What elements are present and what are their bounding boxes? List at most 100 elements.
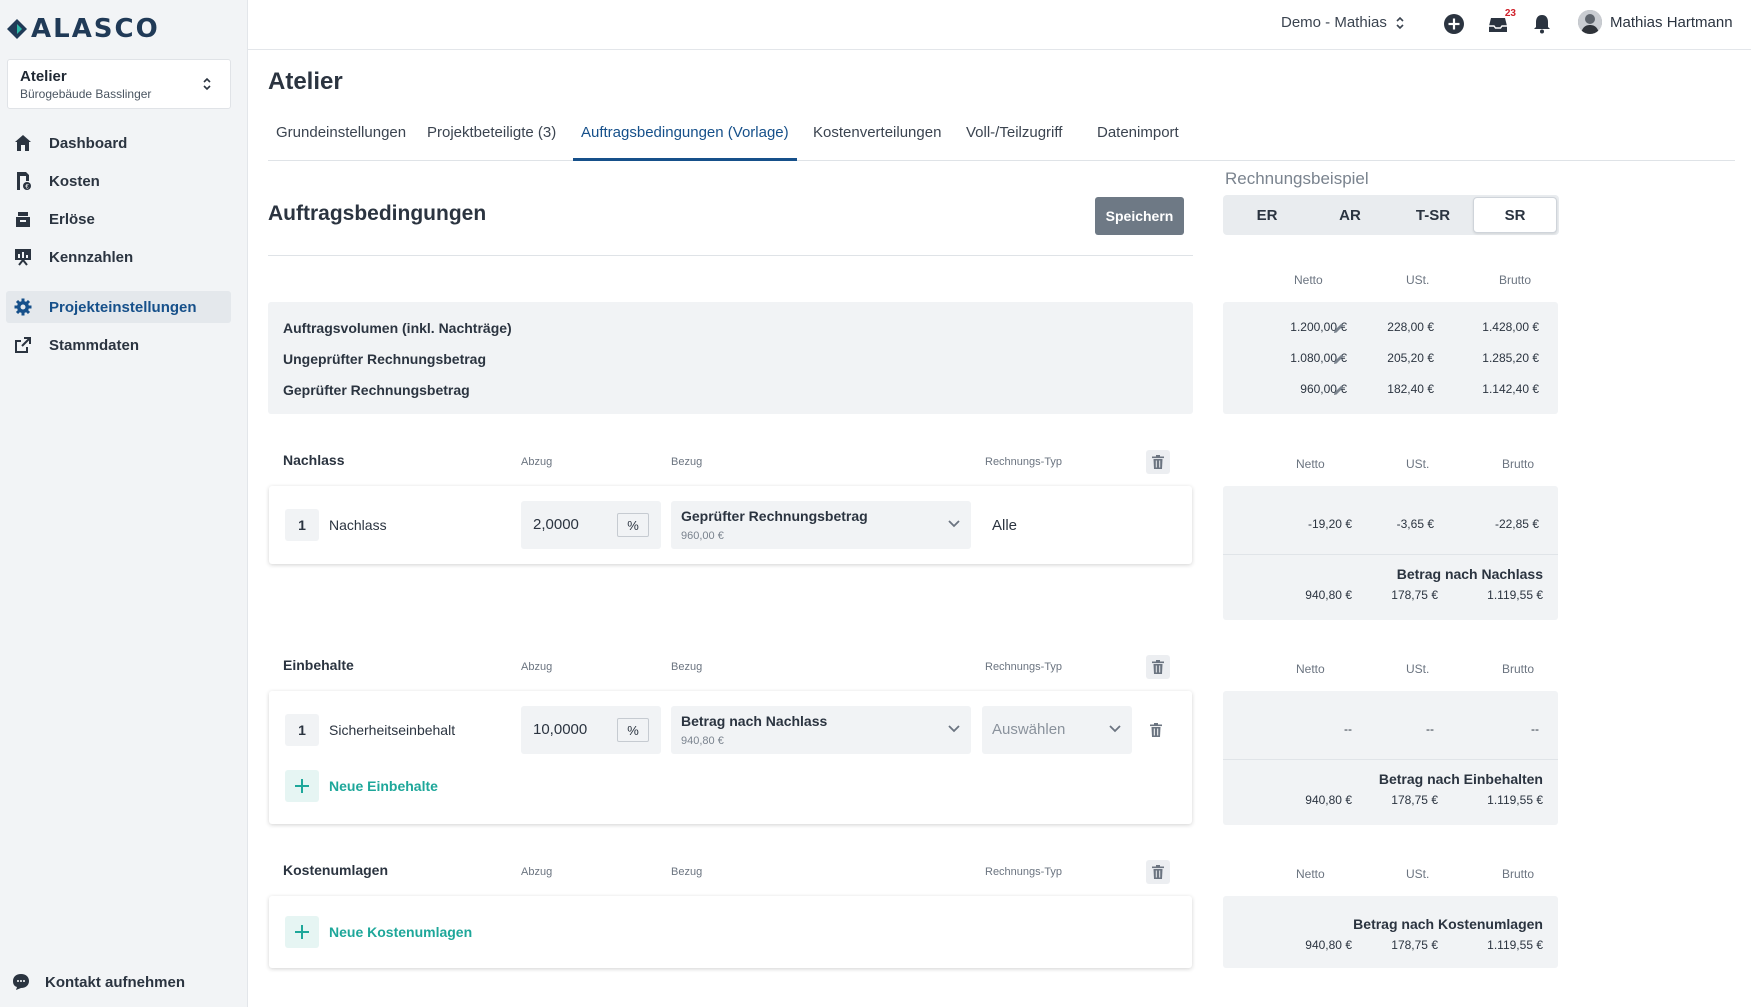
value-brutto: -22,85 € [1494, 517, 1539, 531]
sidebar-item-dashboard[interactable]: Dashboard [6, 127, 231, 159]
alasco-logo[interactable]: ALASCO [6, 14, 160, 44]
contact-label: Kontakt aufnehmen [45, 973, 186, 991]
plus-icon [285, 916, 319, 948]
contact-link[interactable]: Kontakt aufnehmen [12, 973, 185, 991]
head-netto: Netto [1294, 273, 1323, 287]
sidebar-item-label: Kennzahlen [49, 248, 134, 266]
project-selector[interactable]: Atelier Bürogebäude Basslinger [7, 59, 231, 109]
trash-icon[interactable] [1146, 719, 1166, 741]
add-label: Neue Kostenumlagen [329, 924, 473, 940]
segment-ar[interactable]: AR [1339, 206, 1361, 224]
cost-icon: € [12, 170, 34, 192]
head-ust: USt. [1406, 867, 1430, 881]
trash-icon[interactable] [1146, 860, 1170, 884]
example-kostenumlagen-box: Betrag nach Kostenumlagen 940,80 € 178,7… [1223, 896, 1558, 968]
tab-voll-teilzugriff[interactable]: Voll-/Teilzugriff [966, 124, 1063, 141]
row-index: 1 [285, 714, 319, 746]
svg-text:€: € [25, 185, 29, 191]
nachlass-abzug-input[interactable]: 2,0000 % [521, 501, 661, 549]
tenant-switcher[interactable]: Demo - Mathias [1281, 14, 1405, 31]
col-head-rechnungs-typ: Rechnungs-Typ [985, 866, 1063, 878]
head-brutto: Brutto [1502, 662, 1535, 676]
einbehalt-abzug-input[interactable]: 10,0000 % [521, 706, 661, 754]
head-ust: USt. [1406, 662, 1430, 676]
inbox-badge: 23 [1504, 8, 1516, 19]
settings-tabs: Grundeinstellungen Projektbeteiligte (3)… [268, 115, 1735, 161]
total-netto: 940,80 € [1305, 793, 1352, 807]
tab-projektbeteiligte[interactable]: Projektbeteiligte (3) [427, 124, 557, 141]
tab-grundeinstellungen[interactable]: Grundeinstellungen [276, 124, 407, 141]
pencil-icon[interactable] [1333, 384, 1345, 396]
head-brutto: Brutto [1499, 273, 1532, 287]
sidebar-item-erloese[interactable]: Erlöse [6, 203, 231, 235]
updown-chevron-icon [1396, 16, 1404, 29]
summary-label-auftragsvolumen: Auftragsvolumen (inkl. Nachträge) [283, 320, 512, 336]
select-amount: 960,00 € [681, 530, 724, 542]
tab-kostenverteilungen[interactable]: Kostenverteilungen [813, 124, 942, 141]
col-head-rechnungs-typ: Rechnungs-Typ [985, 661, 1063, 673]
value-ust: 205,20 € [1387, 351, 1434, 365]
save-button[interactable]: Speichern [1095, 197, 1184, 235]
total-label: Betrag nach Einbehalten [1378, 771, 1543, 787]
chevron-down-icon [948, 725, 960, 733]
nachlass-bezug-select[interactable]: Geprüfter Rechnungsbetrag 960,00 € [671, 501, 971, 549]
head-ust: USt. [1406, 457, 1430, 471]
total-brutto: 1.119,55 € [1487, 793, 1543, 807]
trash-icon[interactable] [1146, 450, 1170, 474]
invoice-type-segmented: ER AR T-SR SR [1223, 195, 1559, 235]
segment-sr[interactable]: SR [1473, 197, 1557, 233]
chevron-down-icon [1109, 725, 1121, 733]
input-value: 10,0000 [533, 721, 588, 738]
pencil-icon[interactable] [1333, 353, 1345, 365]
home-icon [12, 132, 34, 154]
rechnungs-typ-select[interactable]: Auswählen [982, 706, 1132, 754]
sidebar-item-label: Projekteinstellungen [49, 298, 197, 316]
value-netto: -19,20 € [1307, 517, 1352, 531]
updown-chevron-icon [203, 77, 211, 91]
col-head-rechnungs-typ: Rechnungs-Typ [985, 456, 1063, 468]
sidebar-item-projekteinstellungen[interactable]: Projekteinstellungen [6, 291, 231, 323]
summary-label-ungeprueft: Ungeprüfter Rechnungsbetrag [283, 351, 487, 367]
sidebar-item-kosten[interactable]: € Kosten [6, 165, 231, 197]
chat-bubble-icon [13, 974, 29, 990]
unit-toggle[interactable]: % [617, 513, 649, 537]
select-value: Betrag nach Nachlass [681, 713, 828, 729]
head-ust: USt. [1406, 273, 1430, 287]
value-netto: 1.080,00 € [1290, 351, 1347, 365]
col-head-bezug: Bezug [671, 866, 703, 878]
segment-t-sr[interactable]: T-SR [1415, 206, 1451, 224]
head-brutto: Brutto [1502, 457, 1535, 471]
logo-text: ALASCO [31, 14, 160, 44]
revenue-icon [12, 208, 34, 230]
trash-icon[interactable] [1146, 655, 1170, 679]
sidebar-item-label: Erlöse [49, 210, 95, 228]
add-circle-icon[interactable] [1442, 12, 1466, 36]
sidebar-item-stammdaten[interactable]: Stammdaten [6, 329, 231, 361]
inbox-icon[interactable]: 23 [1486, 8, 1516, 36]
value-brutto: 1.285,20 € [1482, 351, 1539, 365]
tab-datenimport[interactable]: Datenimport [1097, 124, 1179, 141]
external-link-icon [12, 334, 34, 356]
add-kostenumlage-button[interactable]: Neue Kostenumlagen [285, 916, 472, 948]
col-head-bezug: Bezug [671, 661, 703, 673]
pencil-icon[interactable] [1333, 322, 1345, 334]
select-value: Geprüfter Rechnungsbetrag [681, 508, 868, 524]
tab-auftragsbedingungen[interactable]: Auftragsbedingungen (Vorlage) [573, 115, 797, 161]
bell-icon[interactable] [1530, 12, 1554, 36]
user-menu[interactable]: Mathias Hartmann [1578, 10, 1733, 34]
select-placeholder: Auswählen [992, 721, 1066, 738]
add-einbehalt-button[interactable]: Neue Einbehalte [285, 770, 438, 802]
divider [1223, 759, 1558, 760]
input-value: 2,0000 [533, 516, 579, 533]
value-ust: -- [1426, 722, 1434, 736]
example-nachlass-box: -19,20 € -3,65 € -22,85 € Betrag nach Na… [1223, 486, 1558, 620]
segment-er[interactable]: ER [1256, 206, 1278, 224]
col-head-abzug: Abzug [521, 456, 553, 468]
einbehalt-bezug-select[interactable]: Betrag nach Nachlass 940,80 € [671, 706, 971, 754]
example-summary-box: 1.200,00 € 228,00 € 1.428,00 € 1.080,00 … [1223, 302, 1558, 414]
value-ust: 228,00 € [1387, 320, 1434, 334]
summary-box: Auftragsvolumen (inkl. Nachträge) Ungepr… [268, 302, 1193, 414]
sidebar-item-kennzahlen[interactable]: Kennzahlen [6, 241, 231, 273]
unit-toggle[interactable]: % [617, 718, 649, 742]
sidebar-item-label: Dashboard [49, 134, 128, 152]
